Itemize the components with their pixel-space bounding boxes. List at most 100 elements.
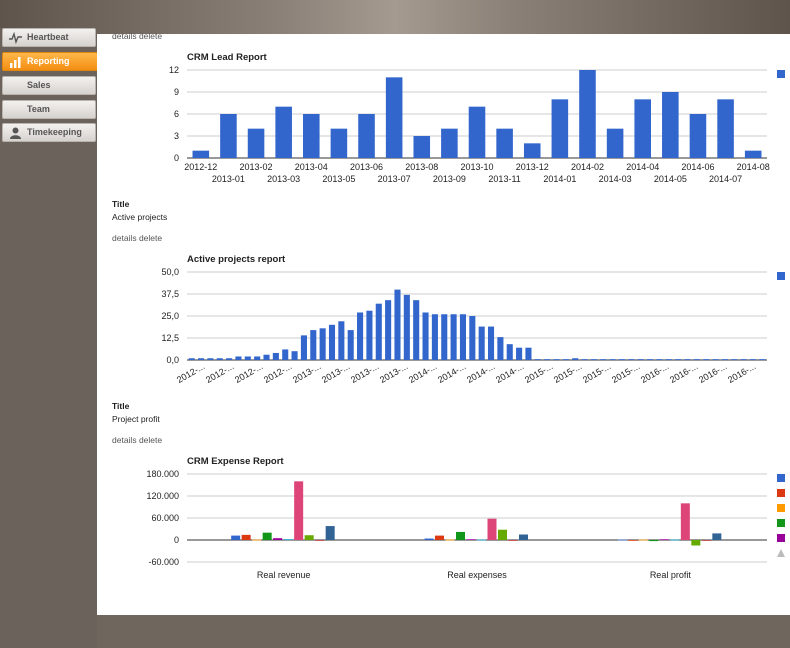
x-tick-label: 2016-... [639,361,670,385]
x-tick-label: 2013-11 [488,174,520,184]
delete-link[interactable]: delete [138,435,163,445]
x-tick-label: 2016-... [668,361,699,385]
y-tick-label: 25,0 [161,311,179,321]
bar [244,356,251,360]
bar [375,303,382,360]
bar [649,540,659,542]
bar [197,358,205,360]
bar [478,326,485,360]
bar [496,128,513,158]
bar [441,128,458,158]
bar [310,330,317,360]
bar [628,359,635,360]
bar [441,314,448,360]
x-tick-label: 2016-... [726,361,757,385]
bar [445,539,455,541]
x-tick-label: 2014-07 [709,174,742,184]
bar [477,539,486,541]
bar [357,312,364,360]
bar [241,534,251,540]
bar [590,359,597,360]
bar [498,529,507,540]
bar [508,540,518,541]
bar [572,358,579,360]
x-tick-label: 2014-05 [654,174,687,184]
sidebar-item-timekeeping[interactable]: Timekeeping [2,123,96,142]
bar [562,359,569,360]
sidebar-item-label: Sales [27,80,51,90]
sidebar-item-team[interactable]: Team [2,100,96,119]
sidebar-item-reporting[interactable]: Reporting [2,52,104,71]
x-tick-label: 2013-03 [267,174,300,184]
bar [516,347,523,360]
delete-link[interactable]: delete [138,233,163,243]
bar [701,540,711,541]
bar [618,359,626,360]
x-tick-label: 2015-... [523,361,554,385]
x-tick-label: 2012-... [262,361,293,385]
details-link[interactable]: details [112,31,137,41]
x-tick-label: 2013-... [349,361,380,385]
bar [600,359,607,360]
bar [303,114,320,158]
bar [740,359,747,360]
bar [247,128,265,158]
bar [656,359,663,360]
details-link[interactable]: details [112,435,137,445]
y-tick-label: 6 [174,109,179,119]
crm-expense-chart: -60.000 0 60.000 120.000 180.000 Real revenue… [146,469,785,580]
bar [456,531,465,540]
crm-lead-chart: 0 3 6 9 12 2012-12 2013-01 2013-02 2013-03 2013-0… [169,65,785,184]
bar [670,539,680,541]
active-projects-chart: 0,012,525,037,550,02012-...2012-...2012-… [161,267,785,385]
bar [304,535,314,540]
y-tick-label: 0 [174,535,179,545]
x-tick-label: 2012-... [204,361,235,385]
x-tick-label: 2014-... [436,361,467,385]
x-tick-label: 2014-... [465,361,496,385]
bar [413,136,431,158]
bar [216,358,223,360]
bar [680,503,690,540]
x-tick-label: 2015-... [552,361,583,385]
bar [385,300,392,360]
details-link[interactable]: details [112,233,137,243]
x-tick-label: 2013-06 [350,162,383,172]
x-tick-label: 2013-01 [212,174,245,184]
x-tick-label: 2014-03 [599,174,632,184]
bar [347,330,354,360]
bar [192,150,210,158]
main-content: details delete CRM Lead Report 0 3 6 9 12 201… [97,31,790,615]
bar [394,289,401,360]
y-tick-label: -60.000 [148,557,179,567]
chart-title: CRM Expense Report [187,456,284,467]
bar [487,518,497,540]
y-tick-label: 0,0 [166,355,179,365]
bar [744,150,762,158]
x-tick-label: 2012-12 [184,162,217,172]
x-tick-label: 2014-01 [543,174,576,184]
bar [469,316,476,360]
x-tick-label: 2015-... [581,361,612,385]
y-tick-label: 60.000 [151,513,179,523]
chart-title: Active projects report [187,254,286,265]
bar [328,324,336,360]
x-tick-label: 2013-... [291,361,322,385]
y-tick-label: 120.000 [146,491,179,501]
heartbeat-icon [9,32,22,44]
bar [689,114,707,158]
legend-swatch [777,519,785,527]
bar [534,359,541,360]
bar [422,312,429,360]
x-tick-label: 2013-07 [378,174,411,184]
x-tick-label: Real profit [650,570,692,580]
bar [275,106,292,158]
delete-link[interactable]: delete [138,31,163,41]
sidebar-item-sales[interactable]: Sales [2,76,96,95]
bar [459,314,467,360]
bar [703,359,710,360]
sidebar-item-heartbeat[interactable]: Heartbeat [2,28,96,47]
bar [315,540,325,541]
x-tick-label: 2013-... [378,361,409,385]
bar [273,538,283,540]
